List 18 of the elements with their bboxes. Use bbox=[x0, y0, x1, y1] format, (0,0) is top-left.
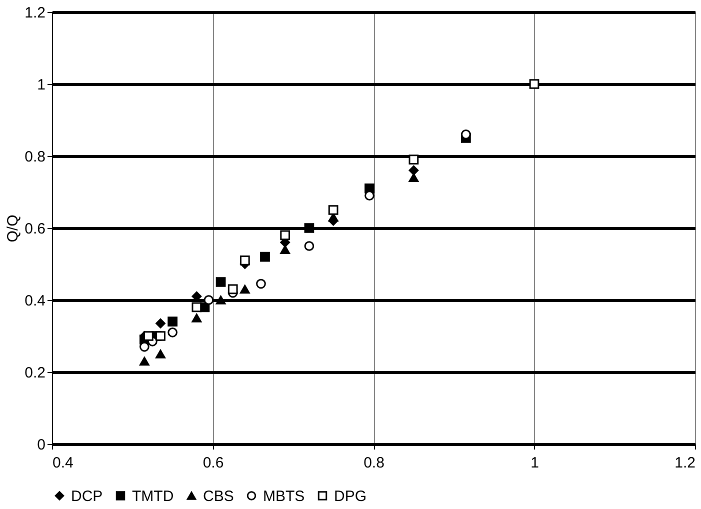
x-tick-label: 0.4 bbox=[52, 454, 74, 472]
legend-label: MBTS bbox=[263, 488, 305, 505]
legend-label: TMTD bbox=[132, 488, 174, 505]
y-tick-label: 0.4 bbox=[24, 292, 46, 310]
y-tick-label: 1 bbox=[37, 76, 46, 94]
y-tick-label: 0.8 bbox=[24, 148, 46, 166]
y-tick-label: 0 bbox=[37, 436, 46, 454]
legend-label: CBS bbox=[203, 488, 234, 505]
x-tick-label: 0.8 bbox=[364, 454, 384, 472]
legend-label: DCP bbox=[71, 488, 103, 505]
x-tick-label: 1 bbox=[530, 454, 539, 472]
y-tick-label: 0.2 bbox=[24, 364, 46, 382]
x-tick-label: 1.2 bbox=[674, 454, 696, 472]
x-tick-label: 0.6 bbox=[202, 454, 224, 472]
y-tick-label: 0.6 bbox=[24, 220, 46, 238]
y-tick-label: 1.2 bbox=[24, 4, 46, 22]
legend-label: DPG bbox=[334, 488, 367, 505]
y-axis-title: Q/Q bbox=[4, 214, 22, 242]
